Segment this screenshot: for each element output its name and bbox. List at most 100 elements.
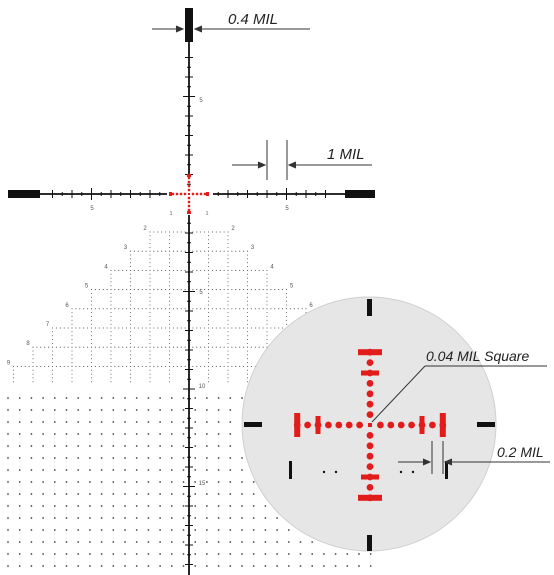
grid-dot <box>65 493 68 495</box>
grid-dot <box>252 553 255 555</box>
grid-dot <box>358 553 360 555</box>
tree-dot <box>204 231 206 233</box>
grid-dot <box>147 493 150 495</box>
grid-dot <box>159 565 162 567</box>
grid-dot <box>42 541 44 543</box>
tree-dot <box>83 308 85 310</box>
grid-dot <box>194 541 197 543</box>
tree-dot <box>161 327 163 329</box>
tree-dot <box>208 243 209 244</box>
horizontal-right-number: 5 <box>285 206 289 212</box>
tree-dot <box>13 373 14 375</box>
tree-dot <box>71 350 73 352</box>
tree-dot <box>223 308 225 310</box>
grid-dot <box>7 421 9 423</box>
grid-dot <box>7 505 9 507</box>
tree-dot <box>149 292 151 294</box>
grid-dot <box>206 397 208 399</box>
tree-dot <box>126 269 128 271</box>
tree-dot <box>227 362 229 364</box>
grid-dot <box>124 457 126 459</box>
tree-dot <box>59 365 61 367</box>
grid-dot <box>77 553 80 555</box>
tree-dot <box>184 365 186 367</box>
tree-left-number: 3 <box>124 245 128 251</box>
tree-dot <box>239 327 241 329</box>
tree-dot <box>184 231 186 233</box>
grid-dot <box>53 553 56 555</box>
tree-dot <box>110 369 112 371</box>
grid-dot <box>7 457 9 459</box>
tree-dot <box>71 346 73 348</box>
grid-dot <box>53 421 56 423</box>
tree-dot <box>215 327 217 329</box>
inset-dot <box>366 411 374 418</box>
tree-dot <box>94 346 96 348</box>
tree-dot <box>157 289 159 291</box>
tree-left-number: 7 <box>46 322 50 328</box>
center-dot <box>199 192 203 196</box>
tree-right-number: 2 <box>231 226 235 232</box>
tree-dot <box>52 350 53 352</box>
tree-dot <box>247 362 248 364</box>
tree-dot <box>141 269 143 271</box>
grid-dot <box>112 493 115 495</box>
tree-dot <box>207 327 210 329</box>
thick-post-dimension <box>152 25 310 33</box>
grid-dot <box>18 505 21 507</box>
tree-dot <box>153 346 155 348</box>
vertical-upper-number: 5 <box>199 98 203 104</box>
grid-dot <box>159 445 162 447</box>
tree-dot <box>91 319 92 321</box>
grid-dot <box>89 541 91 543</box>
tree-dot <box>145 289 147 291</box>
tree-dot <box>91 381 92 383</box>
grid-dot <box>182 469 185 471</box>
grid-dot <box>89 397 91 399</box>
grid-dot <box>112 517 115 519</box>
tree-dot <box>91 304 92 306</box>
tree-dot <box>227 243 229 244</box>
tree-dot <box>110 292 112 294</box>
tree-dot <box>208 319 209 321</box>
tree-dot <box>305 312 307 314</box>
grid-dot <box>229 505 232 507</box>
tree-dot <box>87 308 89 310</box>
tree-dot <box>129 308 132 310</box>
grid-dot <box>135 565 138 567</box>
grid-dot <box>217 553 220 555</box>
tree-dot <box>122 289 124 291</box>
grid-dot <box>77 565 80 567</box>
tree-dot <box>286 300 287 302</box>
tree-dot <box>110 269 112 271</box>
tree-dot <box>145 308 147 310</box>
tree-dot <box>110 308 112 310</box>
tree-dot <box>266 342 268 344</box>
grid-dot <box>65 409 68 411</box>
tree-dot <box>87 365 89 367</box>
grid-dot <box>229 553 232 555</box>
inset-dot <box>408 421 415 429</box>
tree-dot <box>169 262 170 264</box>
grid-dot <box>7 409 9 411</box>
grid-dot <box>53 469 56 471</box>
tree-dot <box>286 312 287 314</box>
tree-dot <box>227 381 229 383</box>
tree-dot <box>227 281 229 283</box>
center-dot <box>187 180 191 184</box>
grid-dot <box>89 565 91 567</box>
grid-dot <box>147 469 150 471</box>
tree-dot <box>91 300 92 302</box>
tree-dot <box>211 250 213 252</box>
tree-dot <box>250 308 252 310</box>
grid-dot <box>124 529 126 531</box>
grid-dot <box>30 505 33 507</box>
tree-dot <box>106 308 108 310</box>
tree-dot <box>223 365 225 367</box>
grid-dot <box>65 445 68 447</box>
tree-dot <box>184 269 186 271</box>
grid-dot <box>124 541 126 543</box>
grid-dot <box>30 409 33 411</box>
tree-dot <box>67 327 69 329</box>
tree-dot <box>110 323 112 325</box>
